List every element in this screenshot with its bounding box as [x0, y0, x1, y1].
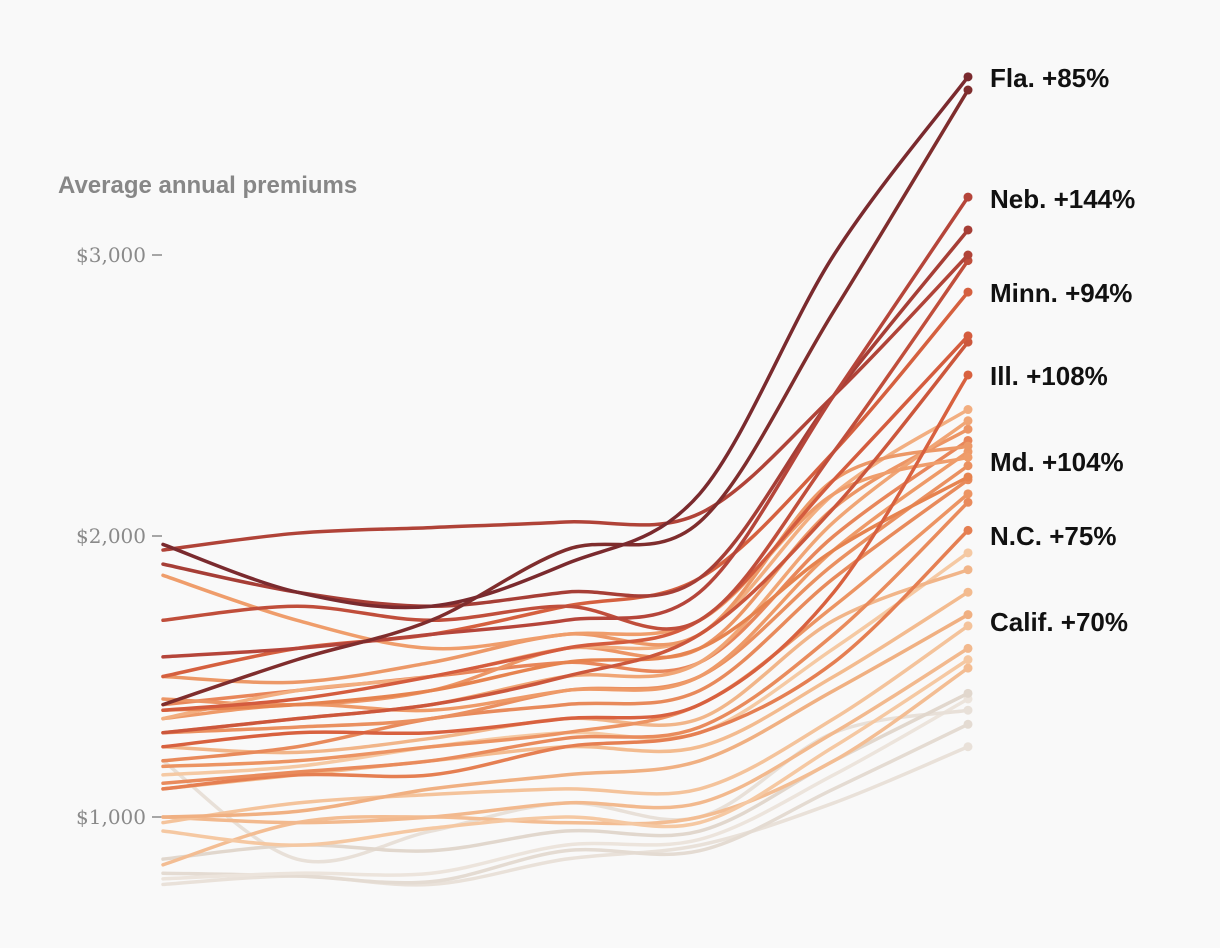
series-end-dot	[963, 655, 973, 665]
label-neb: Neb. +144%	[990, 184, 1135, 214]
series-line	[161, 334, 970, 712]
series-line	[161, 612, 970, 819]
series-end-dot	[963, 192, 973, 202]
series-end-dot	[963, 405, 973, 415]
label-md: Md. +104%	[990, 447, 1124, 477]
series-end-dot	[963, 424, 973, 434]
y-tick-label: $3,000	[76, 243, 146, 267]
state-labels: Fla. +85% Neb. +144% Minn. +94% Ill. +10…	[990, 63, 1135, 637]
y-tick-label: $1,000	[76, 805, 146, 829]
series-line	[161, 195, 970, 659]
chart-title: Average annual premiums	[58, 172, 357, 199]
label-fla: Fla. +85%	[990, 63, 1109, 93]
series-end-dot	[963, 370, 973, 380]
series-lines	[161, 72, 973, 887]
y-tick-label: $2,000	[76, 524, 146, 548]
series-line	[161, 455, 970, 651]
series-line	[161, 722, 970, 885]
series-line	[161, 75, 970, 610]
y-axis: $1,000 $2,000 $3,000	[76, 243, 162, 829]
series-end-dot	[963, 461, 973, 471]
series-end-dot	[963, 472, 973, 482]
series-end-dot	[963, 587, 973, 597]
series-end-dot	[963, 663, 973, 673]
series-end-dot	[963, 72, 973, 82]
label-ill: Ill. +108%	[990, 361, 1108, 391]
series-end-dot	[963, 331, 973, 341]
series-end-dot	[963, 287, 973, 297]
series-line	[161, 475, 970, 712]
label-calif: Calif. +70%	[990, 607, 1128, 637]
series-end-dot	[963, 525, 973, 535]
series-line	[161, 340, 970, 735]
series-line	[161, 253, 970, 552]
series-line	[161, 258, 970, 631]
series-line	[161, 88, 970, 707]
series-line	[161, 500, 970, 786]
label-nc: N.C. +75%	[990, 521, 1116, 551]
series-end-dot	[963, 643, 973, 653]
series-end-dot	[963, 441, 973, 451]
series-line	[161, 478, 970, 763]
series-end-dot	[963, 416, 973, 426]
series-end-dot	[963, 548, 973, 558]
label-minn: Minn. +94%	[990, 278, 1132, 308]
series-end-dot	[963, 497, 973, 507]
series-end-dot	[963, 225, 973, 235]
series-end-dot	[963, 742, 973, 752]
series-end-dot	[963, 489, 973, 499]
series-line	[161, 657, 970, 847]
series-end-dot	[963, 452, 973, 462]
series-end-dot	[963, 719, 973, 729]
series-line	[161, 492, 970, 769]
series-end-dot	[963, 705, 973, 715]
series-end-dot	[963, 610, 973, 620]
series-end-dot	[963, 621, 973, 631]
series-line	[161, 373, 970, 749]
series-end-dot	[963, 565, 973, 575]
series-end-dot	[963, 688, 973, 698]
series-end-dot	[963, 250, 973, 260]
series-end-dot	[963, 85, 973, 95]
series-line	[161, 697, 970, 881]
series-line	[161, 528, 970, 791]
series-line	[161, 646, 970, 825]
series-line	[161, 624, 970, 825]
